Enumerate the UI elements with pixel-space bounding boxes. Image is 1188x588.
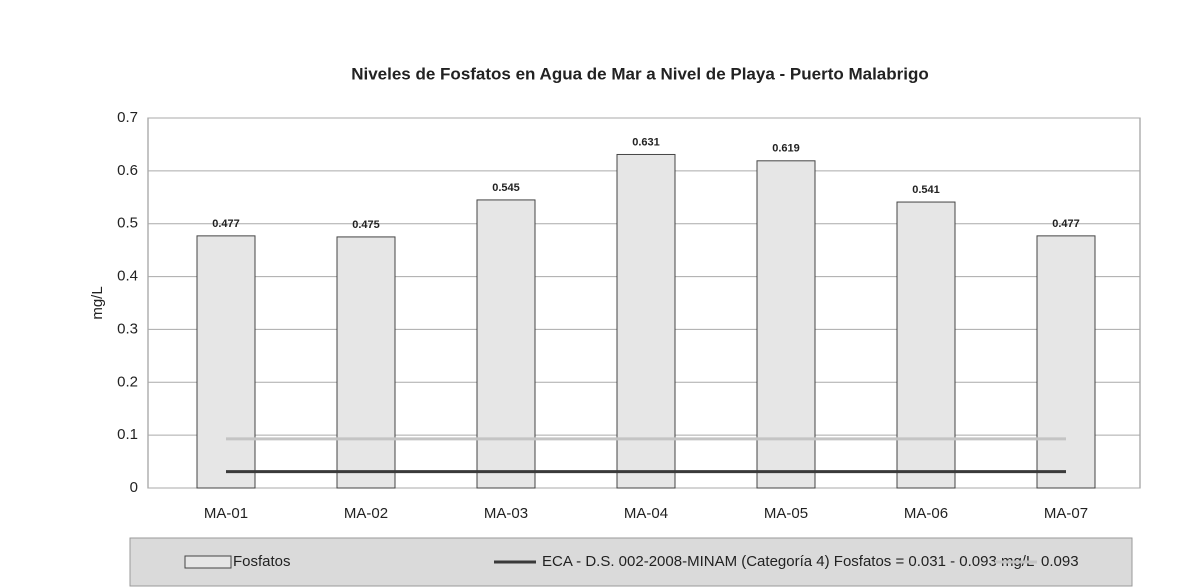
- value-label: 0.475: [352, 219, 380, 231]
- y-axis-label: mg/L: [89, 286, 106, 319]
- y-tick-label: 0.5: [117, 215, 138, 232]
- y-tick-label: 0.1: [117, 426, 138, 443]
- y-tick-label: 0: [130, 479, 138, 496]
- bar: [476, 199, 536, 489]
- x-tick-label: MA-01: [204, 505, 248, 522]
- y-tick-label: 0.3: [117, 320, 138, 337]
- legend-label: 0.093: [1041, 553, 1079, 570]
- legend-label: Fosfatos: [233, 553, 291, 570]
- y-tick-label: 0.4: [117, 268, 138, 285]
- value-label: 0.545: [492, 182, 520, 194]
- y-tick-label: 0.6: [117, 162, 138, 179]
- bar: [336, 236, 396, 489]
- legend-label: ECA - D.S. 002-2008-MINAM (Categoría 4) …: [542, 553, 1034, 570]
- y-tick-label: 0.7: [117, 109, 138, 126]
- x-tick-label: MA-04: [624, 505, 668, 522]
- value-label: 0.477: [212, 218, 240, 230]
- legend-box: [129, 537, 1133, 587]
- bar: [616, 153, 676, 489]
- value-label: 0.541: [912, 184, 940, 196]
- bar: [756, 160, 816, 489]
- value-label: 0.477: [1052, 218, 1080, 230]
- bar: [896, 201, 956, 489]
- chart-title: Niveles de Fosfatos en Agua de Mar a Niv…: [351, 64, 929, 83]
- x-tick-label: MA-02: [344, 505, 388, 522]
- y-tick-label: 0.2: [117, 373, 138, 390]
- value-label: 0.631: [632, 136, 660, 148]
- x-tick-label: MA-05: [764, 505, 808, 522]
- x-tick-label: MA-03: [484, 505, 528, 522]
- value-label: 0.619: [772, 143, 800, 155]
- bar: [1036, 235, 1096, 489]
- bar: [196, 235, 256, 489]
- legend-marker: [184, 555, 232, 569]
- x-tick-label: MA-07: [1044, 505, 1088, 522]
- x-tick-label: MA-06: [904, 505, 948, 522]
